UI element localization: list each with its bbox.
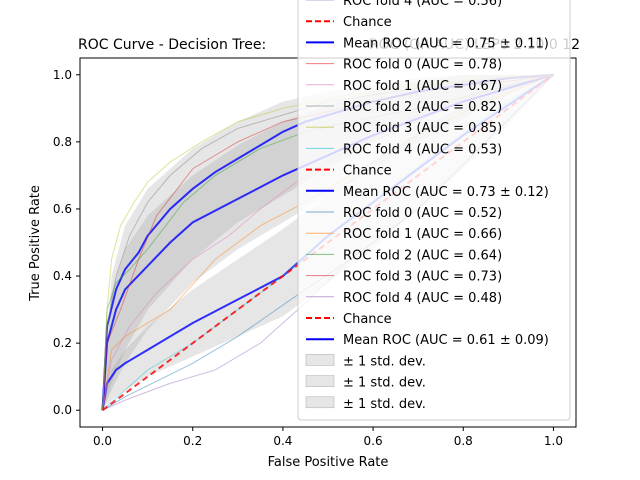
y-tick-label: 0.0: [53, 403, 72, 417]
legend-box: [297, 0, 571, 421]
legend-label: ROC fold 2 (AUC = 0.64): [343, 248, 502, 263]
legend-label: Mean ROC (AUC = 0.61 ± 0.09): [343, 333, 549, 348]
y-tick-label: 0.6: [53, 202, 72, 216]
legend: ROC fold 4 (AUC = 0.56) Chance Mean ROC (A…: [297, 0, 571, 421]
legend-label: Mean ROC (AUC = 0.73 ± 0.12): [343, 185, 549, 200]
legend-label: ROC fold 4 (AUC = 0.48): [343, 291, 502, 306]
legend-label: Chance: [343, 15, 392, 30]
x-tick-label: 0.4: [273, 434, 292, 448]
legend-handle-band: [305, 375, 335, 387]
legend-handle-band: [305, 396, 335, 409]
legend-label: ROC fold 1 (AUC = 0.66): [343, 227, 502, 242]
y-tick-label: 0.4: [53, 269, 72, 283]
legend-label: Chance: [343, 312, 392, 327]
legend-label: ± 1 std. dev.: [343, 376, 426, 391]
legend-label: ROC fold 2 (AUC = 0.82): [343, 100, 502, 115]
legend-label: ROC fold 0 (AUC = 0.78): [343, 58, 502, 73]
legend-label: ROC fold 0 (AUC = 0.52): [343, 206, 502, 221]
y-tick-label: 1.0: [53, 68, 72, 82]
legend-label: ROC fold 4 (AUC = 0.53): [343, 142, 502, 157]
legend-label: ROC fold 3 (AUC = 0.73): [343, 270, 502, 285]
x-axis-ticks: 0.0 0.2 0.4 0.6 0.8 1.0: [93, 427, 563, 448]
legend-label: ± 1 std. dev.: [343, 354, 426, 369]
legend-label: Mean ROC (AUC = 0.75 ± 0.11): [343, 36, 549, 51]
x-tick-label: 0.0: [93, 434, 112, 448]
legend-label: ± 1 std. dev.: [343, 397, 426, 412]
std-band-0: [102, 74, 554, 411]
x-tick-label: 1.0: [544, 434, 563, 448]
x-tick-label: 0.6: [364, 434, 383, 448]
x-tick-label: 0.8: [454, 434, 473, 448]
legend-label: ROC fold 1 (AUC = 0.67): [343, 79, 502, 94]
legend-label: ROC fold 3 (AUC = 0.85): [343, 121, 502, 136]
y-tick-label: 0.2: [53, 336, 72, 350]
y-axis-label: True Positive Rate: [28, 185, 43, 302]
chart-title: ROC Curve - Decision Tree:: [78, 37, 266, 53]
y-axis-ticks: 0.0 0.2 0.4 0.6 0.8 1.0: [53, 68, 80, 417]
y-tick-label: 0.8: [53, 135, 72, 149]
legend-handle-band: [305, 354, 335, 366]
legend-label: Chance: [343, 164, 392, 179]
x-axis-label: False Positive Rate: [268, 455, 389, 470]
x-tick-label: 0.2: [183, 434, 202, 448]
legend-label: ROC fold 4 (AUC = 0.56): [343, 0, 502, 9]
